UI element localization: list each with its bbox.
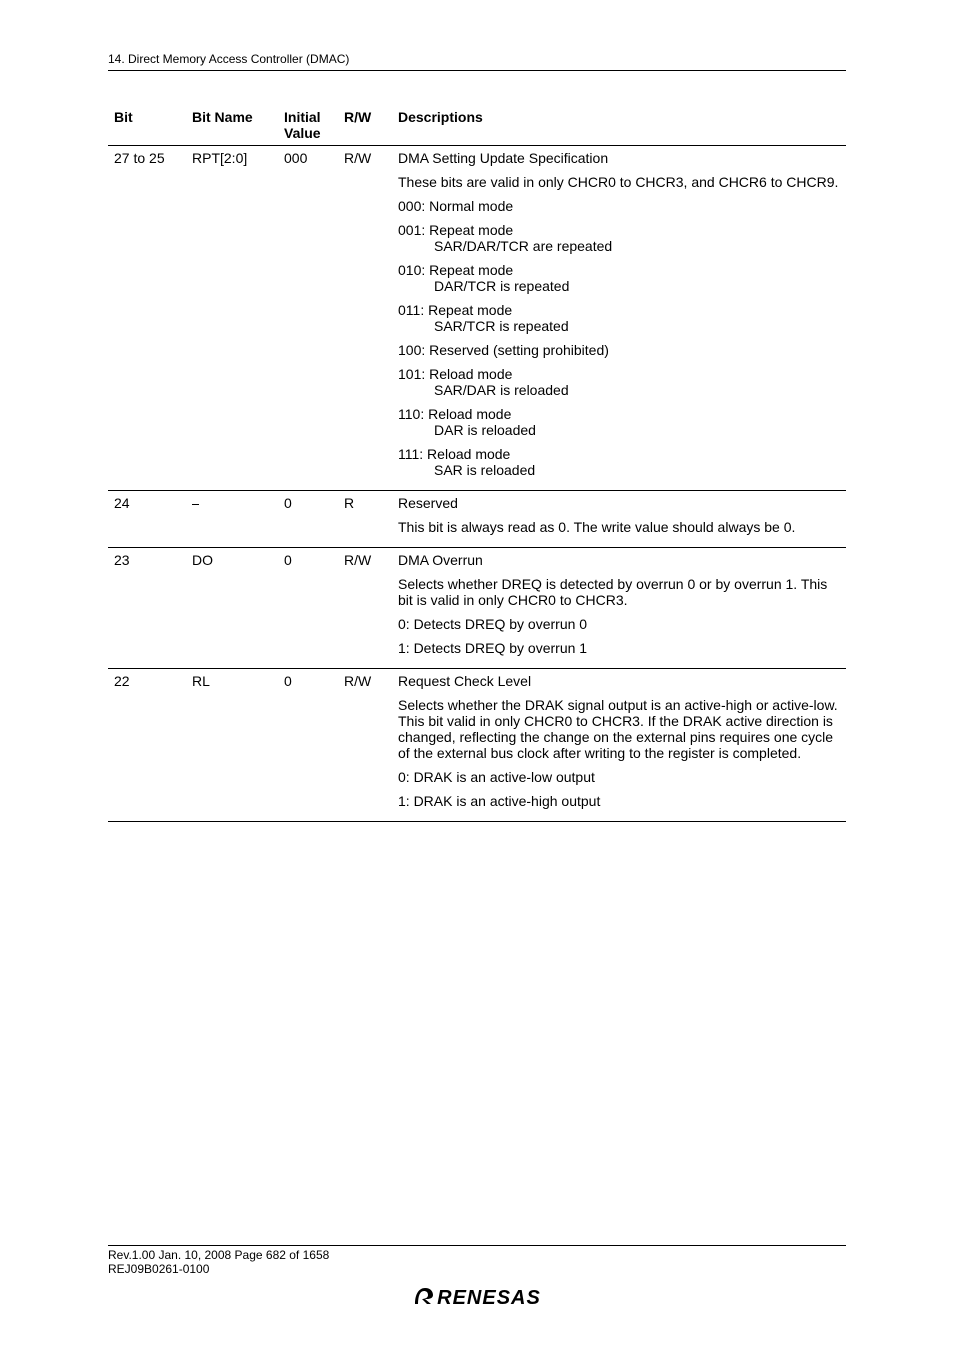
desc-line: 001: Repeat modeSAR/DAR/TCR are repeated	[398, 222, 840, 254]
desc-subtext: SAR/DAR/TCR are repeated	[398, 238, 840, 254]
cell-desc: Request Check Level Selects whether the D…	[392, 669, 846, 822]
cell-bit-name: RPT[2:0]	[186, 146, 278, 491]
desc-subtext: DAR/TCR is repeated	[398, 278, 840, 294]
desc-line: 0: Detects DREQ by overrun 0	[398, 616, 840, 632]
desc-subtext: DAR is reloaded	[398, 422, 840, 438]
desc-line: 011: Repeat modeSAR/TCR is repeated	[398, 302, 840, 334]
cell-initial: 0	[278, 548, 338, 669]
cell-initial: 0	[278, 491, 338, 548]
cell-rw: R/W	[338, 548, 392, 669]
cell-bit-name: DO	[186, 548, 278, 669]
table-head: Bit Bit Name Initial Value R/W Descripti…	[108, 105, 846, 146]
desc-text: 100: Reserved (setting prohibited)	[398, 342, 840, 358]
col-desc: Descriptions	[392, 105, 846, 146]
desc-line: DMA Setting Update Specification	[398, 150, 840, 166]
desc-line: DMA Overrun	[398, 552, 840, 568]
desc-line: 0: DRAK is an active-low output	[398, 769, 840, 785]
desc-line: 111: Reload modeSAR is reloaded	[398, 446, 840, 478]
footer-rule	[108, 1245, 846, 1246]
desc-text: 111: Reload mode	[398, 446, 840, 462]
desc-text: DMA Overrun	[398, 552, 840, 568]
desc-line: 100: Reserved (setting prohibited)	[398, 342, 840, 358]
desc-line: Selects whether DREQ is detected by over…	[398, 576, 840, 608]
cell-desc: DMA Overrun Selects whether DREQ is detec…	[392, 548, 846, 669]
cell-rw: R	[338, 491, 392, 548]
cell-bit: 23	[108, 548, 186, 669]
desc-line: 101: Reload modeSAR/DAR is reloaded	[398, 366, 840, 398]
cell-desc: DMA Setting Update Specification These bi…	[392, 146, 846, 491]
desc-text: 001: Repeat mode	[398, 222, 840, 238]
desc-text: 110: Reload mode	[398, 406, 840, 422]
page-footer: Rev.1.00 Jan. 10, 2008 Page 682 of 1658 …	[108, 1245, 846, 1310]
desc-subtext: SAR/TCR is repeated	[398, 318, 840, 334]
cell-bit: 27 to 25	[108, 146, 186, 491]
desc-line: Reserved	[398, 495, 840, 511]
col-initial-l1: Initial	[284, 109, 321, 125]
desc-text: Selects whether the DRAK signal output i…	[398, 697, 840, 761]
bit-table: Bit Bit Name Initial Value R/W Descripti…	[108, 105, 846, 822]
section-header: 14. Direct Memory Access Controller (DMA…	[108, 52, 846, 66]
footer-rev: Rev.1.00 Jan. 10, 2008 Page 682 of 1658	[108, 1248, 846, 1262]
col-bit-name: Bit Name	[186, 105, 278, 146]
footer-logo: RENESAS	[108, 1286, 846, 1310]
desc-line: 1: Detects DREQ by overrun 1	[398, 640, 840, 656]
table-body: 27 to 25RPT[2:0]000R/WDMA Setting Update…	[108, 146, 846, 823]
desc-text: 1: DRAK is an active-high output	[398, 793, 840, 809]
cell-bit: 22	[108, 669, 186, 822]
desc-text: 101: Reload mode	[398, 366, 840, 382]
col-initial: Initial Value	[278, 105, 338, 146]
cell-rw: R/W	[338, 146, 392, 491]
desc-text: 000: Normal mode	[398, 198, 840, 214]
desc-line: 110: Reload modeDAR is reloaded	[398, 406, 840, 438]
cell-bit-name: RL	[186, 669, 278, 822]
desc-text: This bit is always read as 0. The write …	[398, 519, 840, 535]
table-row: 24⎯0R Reserved This bit is always read as …	[108, 491, 846, 548]
cell-initial: 000	[278, 146, 338, 491]
desc-subtext: SAR/DAR is reloaded	[398, 382, 840, 398]
desc-line: 010: Repeat modeDAR/TCR is repeated	[398, 262, 840, 294]
desc-text: 0: DRAK is an active-low output	[398, 769, 840, 785]
desc-line: These bits are valid in only CHCR0 to CH…	[398, 174, 840, 190]
col-initial-l2: Value	[284, 125, 321, 141]
footer-code: REJ09B0261-0100	[108, 1262, 846, 1276]
desc-line: 000: Normal mode	[398, 198, 840, 214]
cell-initial: 0	[278, 669, 338, 822]
desc-text: Request Check Level	[398, 673, 840, 689]
desc-text: 1: Detects DREQ by overrun 1	[398, 640, 840, 656]
desc-line: This bit is always read as 0. The write …	[398, 519, 840, 535]
table-final-rule	[108, 822, 846, 823]
desc-line: Selects whether the DRAK signal output i…	[398, 697, 840, 761]
cell-desc: Reserved This bit is always read as 0. Th…	[392, 491, 846, 548]
footer-logo-text: RENESAS	[437, 1287, 541, 1309]
renesas-icon	[413, 1286, 435, 1309]
cell-bit-name: ⎯	[186, 491, 278, 548]
desc-line: 1: DRAK is an active-high output	[398, 793, 840, 809]
desc-text: Selects whether DREQ is detected by over…	[398, 576, 840, 608]
header-rule	[108, 70, 846, 71]
table-row: 27 to 25RPT[2:0]000R/WDMA Setting Update…	[108, 146, 846, 491]
col-rw: R/W	[338, 105, 392, 146]
desc-text: DMA Setting Update Specification	[398, 150, 840, 166]
desc-text: Reserved	[398, 495, 840, 511]
desc-text: 010: Repeat mode	[398, 262, 840, 278]
col-bit: Bit	[108, 105, 186, 146]
desc-subtext: SAR is reloaded	[398, 462, 840, 478]
table-row: 23DO0R/W DMA Overrun Selects whether DREQ …	[108, 548, 846, 669]
cell-rw: R/W	[338, 669, 392, 822]
desc-text: 0: Detects DREQ by overrun 0	[398, 616, 840, 632]
cell-bit: 24	[108, 491, 186, 548]
desc-text: 011: Repeat mode	[398, 302, 840, 318]
desc-line: Request Check Level	[398, 673, 840, 689]
table-row: 22RL0R/W Request Check Level Selects wheth…	[108, 669, 846, 822]
desc-text: These bits are valid in only CHCR0 to CH…	[398, 174, 840, 190]
